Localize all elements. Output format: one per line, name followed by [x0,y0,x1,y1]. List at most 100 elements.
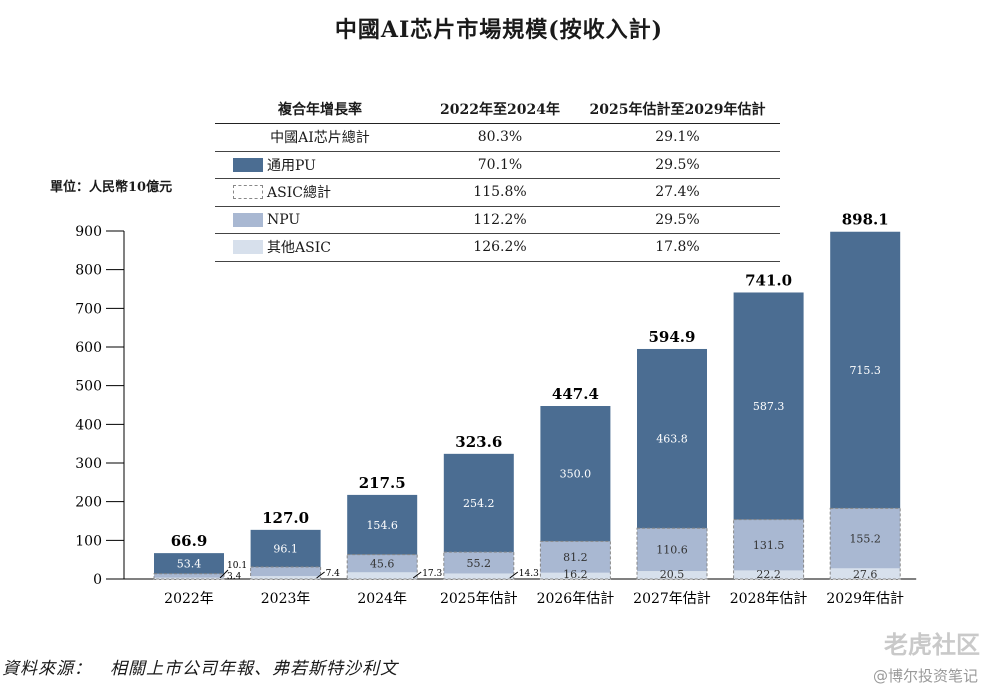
data-label-npu: 131.5 [753,539,785,552]
bar-asic-outline [443,551,515,580]
legend-label-asic: ASIC總計 [267,185,331,202]
bar-gpu [733,292,804,520]
data-label-npu: 110.6 [656,544,688,557]
bar-gpu [637,348,707,529]
total-label: 594.9 [649,328,696,346]
source-note: 資料來源： 相關上市公司年報、弗若斯特沙利文 [2,659,398,679]
cagr-header-row: 複合年增長率 2022年至2024年 2025年估計至2029年估計 [215,95,780,124]
cagr-row-asic: ASIC總計 115.8% 27.4% [215,178,780,207]
bar-gpu [830,231,901,509]
bar-gpu [443,453,514,553]
bar-npu [830,508,901,569]
bar-other [347,572,418,579]
bar-asic-outline [829,507,901,580]
data-label-other: 16.2 [563,568,588,581]
bar-other [830,568,901,579]
data-label-gpu: 715.3 [849,364,881,377]
cagr-value: 115.8% [425,178,575,207]
legend-label-gpu: 通用PU [267,157,316,174]
cagr-header-period1: 2022年至2024年 [425,95,575,124]
x-tick-label: 2026年估計 [537,591,615,607]
x-tick-label: 2022年 [164,591,214,607]
watermark-logo: 老虎社区 [884,631,980,659]
legend-swatch-npu [233,212,263,227]
total-label: 217.5 [359,474,406,492]
y-tick-label: 900 [75,224,102,240]
bar-other [154,577,224,579]
data-label-other: 27.6 [853,568,878,581]
callout-label-npu: 10.1 [227,561,247,571]
data-label-gpu: 587.3 [753,400,785,413]
legend-swatch-asic [233,185,263,200]
bar-gpu [154,553,224,574]
bar-npu [540,541,611,573]
legend-label-total: 中國AI芯片總計 [270,130,370,147]
data-label-other: 20.5 [660,568,685,581]
bar-asic-outline [539,540,611,580]
total-label: 127.0 [262,509,309,527]
cagr-value: 80.3% [425,123,575,152]
data-label-gpu: 254.2 [463,497,495,510]
bar-other [250,576,321,579]
x-tick-label: 2028年估計 [730,591,808,607]
bar-npu [154,573,224,578]
cagr-value: 29.1% [575,123,780,152]
legend-swatch-gpu [233,157,263,172]
data-label-gpu: 463.8 [656,433,688,446]
legend-label-npu: NPU [267,211,301,228]
x-tick-label: 2025年估計 [440,591,518,607]
total-label: 323.6 [455,433,502,451]
cagr-value: 27.4% [575,178,780,207]
x-tick-label: 2023年 [261,591,311,607]
cagr-row-total: 中國AI芯片總計 80.3% 29.1% [215,123,780,152]
y-tick-label: 0 [93,572,102,588]
y-tick-label: 600 [75,340,102,356]
callout-leader [219,569,229,579]
callout-label-other: 14.3 [519,569,539,579]
cagr-table: 複合年增長率 2022年至2024年 2025年估計至2029年估計 中國AI芯… [215,95,780,262]
y-tick-label: 800 [75,263,102,279]
bar-npu [250,567,321,577]
bar-gpu [250,529,321,568]
y-tick-label: 300 [75,456,102,472]
total-label: 447.4 [552,385,599,403]
bar-npu [443,552,514,574]
legend-swatch-other [233,240,263,255]
x-tick-label: 2024年 [357,591,407,607]
total-label: 741.0 [745,271,792,289]
data-label-gpu: 154.6 [366,519,398,532]
cagr-value: 70.1% [425,151,575,179]
bar-other [540,572,611,579]
legend-label-other: 其他ASIC [267,240,331,257]
cagr-value: 29.5% [575,151,780,179]
y-tick-label: 400 [75,417,102,433]
cagr-value: 29.5% [575,206,780,234]
callout-leader [509,571,519,579]
cagr-value: 112.2% [425,206,575,234]
bar-asic-outline [153,573,225,580]
bar-other [443,573,514,579]
callout-leader [412,571,422,579]
data-label-npu: 45.6 [370,557,395,570]
data-label-npu: 155.2 [849,532,881,545]
y-tick-label: 500 [75,379,102,395]
bar-gpu [347,494,418,555]
bar-asic-outline [346,554,418,580]
data-label-gpu: 96.1 [273,542,298,555]
bar-asic-outline [636,527,708,580]
bar-other [733,570,804,579]
data-label-other: 22.2 [756,568,781,581]
x-tick-label: 2027年估計 [633,591,711,607]
y-tick-label: 700 [75,301,102,317]
callout-label-other: 17.3 [422,569,442,579]
bar-asic-outline [250,566,322,580]
data-label-gpu: 350.0 [560,468,592,481]
bar-npu [637,528,707,572]
cagr-value: 17.8% [575,233,780,262]
bar-gpu [540,406,611,542]
bar-npu [347,554,418,573]
page-title: 中國AI芯片市場規模(按收入計) [334,17,664,43]
bar-npu [733,519,804,571]
y-tick-label: 200 [75,495,102,511]
